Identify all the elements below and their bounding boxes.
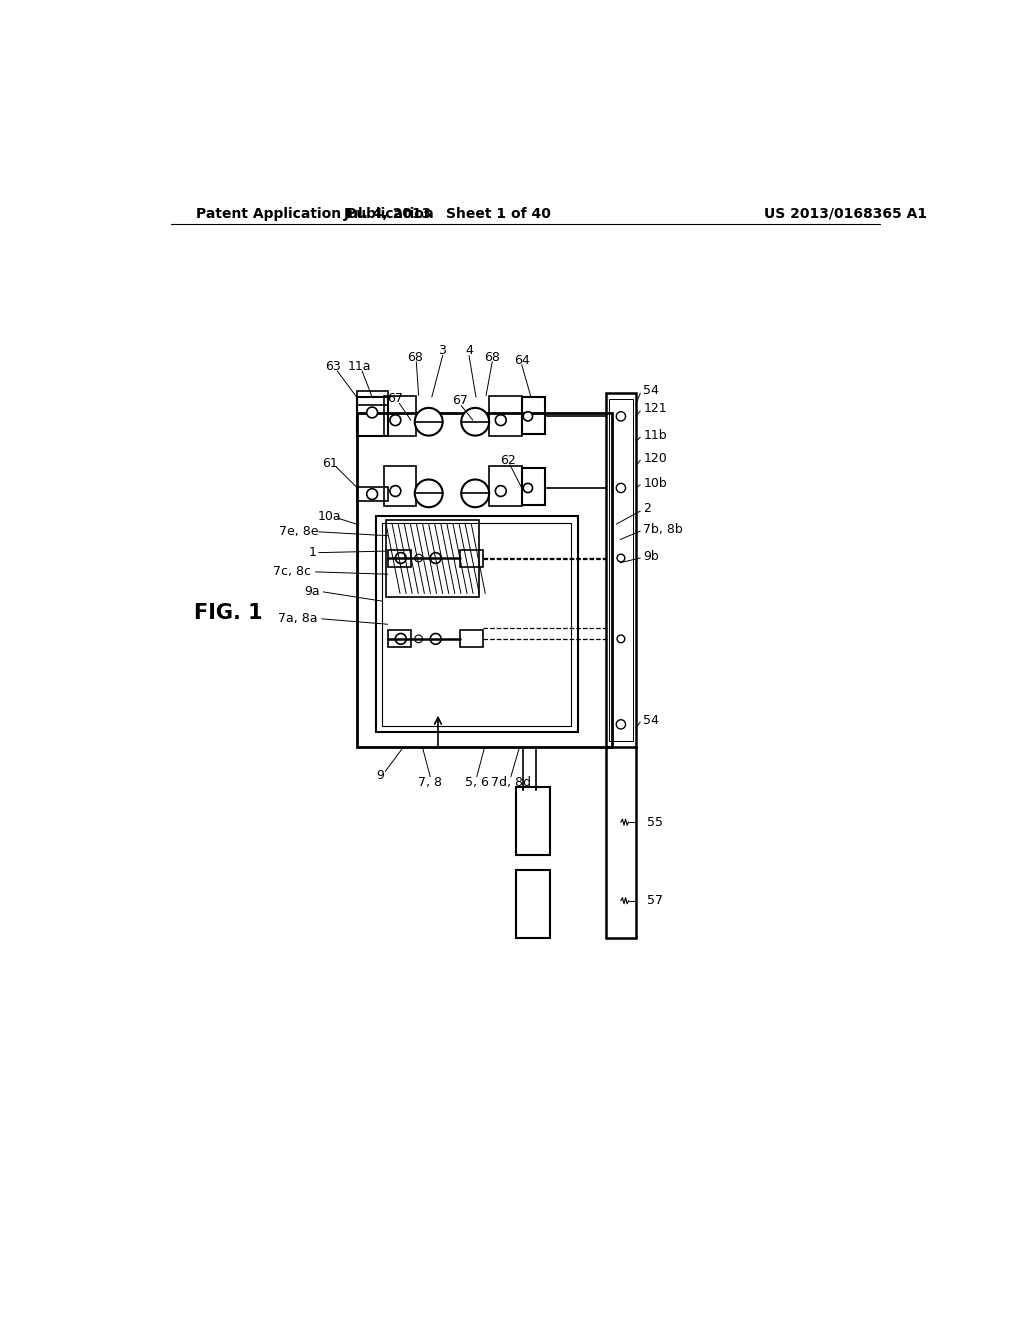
Circle shape (367, 407, 378, 418)
Text: 7b, 8b: 7b, 8b (643, 523, 683, 536)
Text: Jul. 4, 2013   Sheet 1 of 40: Jul. 4, 2013 Sheet 1 of 40 (343, 207, 551, 220)
Circle shape (616, 483, 626, 492)
Circle shape (395, 634, 407, 644)
Text: 57: 57 (647, 894, 664, 907)
Text: 68: 68 (484, 351, 500, 363)
Bar (384, 396, 417, 436)
Bar (382, 523, 571, 726)
Text: 10b: 10b (643, 477, 667, 490)
Text: FIG. 1: FIG. 1 (195, 603, 263, 623)
Text: 4: 4 (465, 345, 473, 358)
Circle shape (430, 634, 441, 644)
Text: 64: 64 (514, 354, 529, 367)
Bar (460, 631, 483, 647)
Text: 7c, 8c: 7c, 8c (273, 565, 311, 578)
Circle shape (617, 554, 625, 562)
Bar (609, 400, 633, 742)
Circle shape (390, 486, 400, 496)
Bar (515, 870, 550, 937)
Bar (521, 469, 545, 506)
Text: 9: 9 (376, 770, 384, 783)
Text: 2: 2 (643, 502, 651, 515)
Text: 67: 67 (452, 395, 468, 408)
Text: 63: 63 (326, 360, 341, 372)
Bar (489, 466, 521, 507)
Circle shape (617, 635, 625, 643)
Bar (386, 520, 479, 598)
Text: 67: 67 (387, 392, 403, 405)
Bar (489, 396, 521, 436)
Text: 10a: 10a (317, 510, 341, 523)
Text: 9b: 9b (643, 550, 659, 564)
Bar (376, 516, 578, 733)
Circle shape (496, 414, 506, 425)
Circle shape (523, 412, 532, 421)
Text: 54: 54 (643, 384, 659, 397)
Bar (356, 487, 388, 502)
Text: 3: 3 (438, 345, 445, 358)
Circle shape (367, 488, 378, 499)
Text: 7, 8: 7, 8 (418, 776, 442, 788)
Bar (388, 631, 411, 647)
Circle shape (461, 408, 489, 436)
Bar (460, 549, 483, 566)
Bar (384, 466, 417, 507)
Bar (515, 788, 550, 855)
Text: 68: 68 (407, 351, 423, 363)
Text: 7a, 8a: 7a, 8a (278, 612, 317, 626)
Text: 62: 62 (500, 454, 516, 467)
Circle shape (496, 486, 506, 496)
Text: 11a: 11a (347, 360, 371, 372)
Text: 1: 1 (308, 546, 316, 560)
Text: 9a: 9a (304, 585, 321, 598)
Circle shape (616, 719, 626, 729)
Bar (356, 391, 388, 405)
Bar (521, 397, 545, 434)
Text: 5, 6: 5, 6 (465, 776, 488, 788)
Circle shape (395, 553, 407, 564)
Text: 61: 61 (323, 457, 338, 470)
Text: 7d, 8d: 7d, 8d (490, 776, 530, 788)
Circle shape (390, 414, 400, 425)
Circle shape (415, 479, 442, 507)
Bar (606, 393, 636, 747)
Bar (388, 549, 411, 566)
Text: Patent Application Publication: Patent Application Publication (197, 207, 434, 220)
Text: 55: 55 (647, 816, 664, 829)
Circle shape (616, 412, 626, 421)
Circle shape (523, 483, 532, 492)
Text: US 2013/0168365 A1: US 2013/0168365 A1 (764, 207, 927, 220)
Circle shape (415, 554, 423, 562)
Text: 120: 120 (643, 453, 667, 465)
Text: 7e, 8e: 7e, 8e (280, 525, 318, 539)
Text: 11b: 11b (643, 429, 667, 442)
Circle shape (430, 553, 441, 564)
Circle shape (415, 408, 442, 436)
Text: 121: 121 (643, 403, 667, 416)
Text: 54: 54 (643, 714, 659, 727)
Bar (356, 413, 612, 747)
Circle shape (461, 479, 489, 507)
Circle shape (415, 635, 423, 643)
